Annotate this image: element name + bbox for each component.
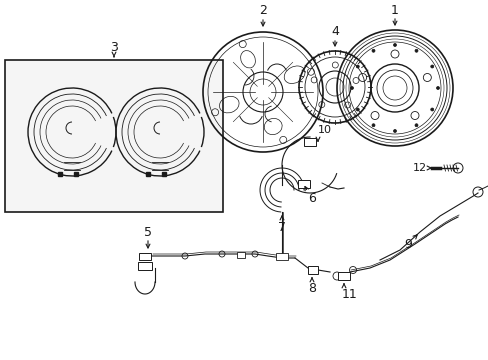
Text: 3: 3 [110, 41, 118, 54]
Circle shape [393, 44, 396, 46]
Bar [337, 272, 349, 280]
Text: 4: 4 [330, 24, 338, 37]
Circle shape [414, 49, 417, 52]
Bar [297, 180, 309, 188]
Text: 9: 9 [403, 238, 411, 251]
Circle shape [371, 49, 374, 52]
Circle shape [436, 86, 439, 90]
Text: 8: 8 [307, 282, 315, 294]
Text: 6: 6 [307, 192, 315, 204]
Text: 2: 2 [259, 4, 266, 17]
Bar [237, 252, 244, 258]
Bar [304, 138, 315, 146]
Bar [138, 262, 152, 270]
Circle shape [350, 86, 353, 90]
Text: 5: 5 [143, 225, 152, 239]
Circle shape [371, 124, 374, 127]
Text: 7: 7 [278, 220, 285, 234]
Circle shape [414, 124, 417, 127]
Circle shape [430, 65, 433, 68]
Circle shape [356, 108, 359, 111]
Circle shape [393, 130, 396, 132]
Text: 1: 1 [390, 4, 398, 17]
Text: 12: 12 [412, 163, 426, 173]
Bar [307, 266, 317, 274]
Text: 11: 11 [342, 288, 357, 301]
Bar [139, 253, 151, 260]
Text: 10: 10 [317, 125, 331, 135]
Circle shape [356, 65, 359, 68]
Bar [5, 60, 223, 212]
Circle shape [430, 108, 433, 111]
Bar [275, 253, 287, 260]
